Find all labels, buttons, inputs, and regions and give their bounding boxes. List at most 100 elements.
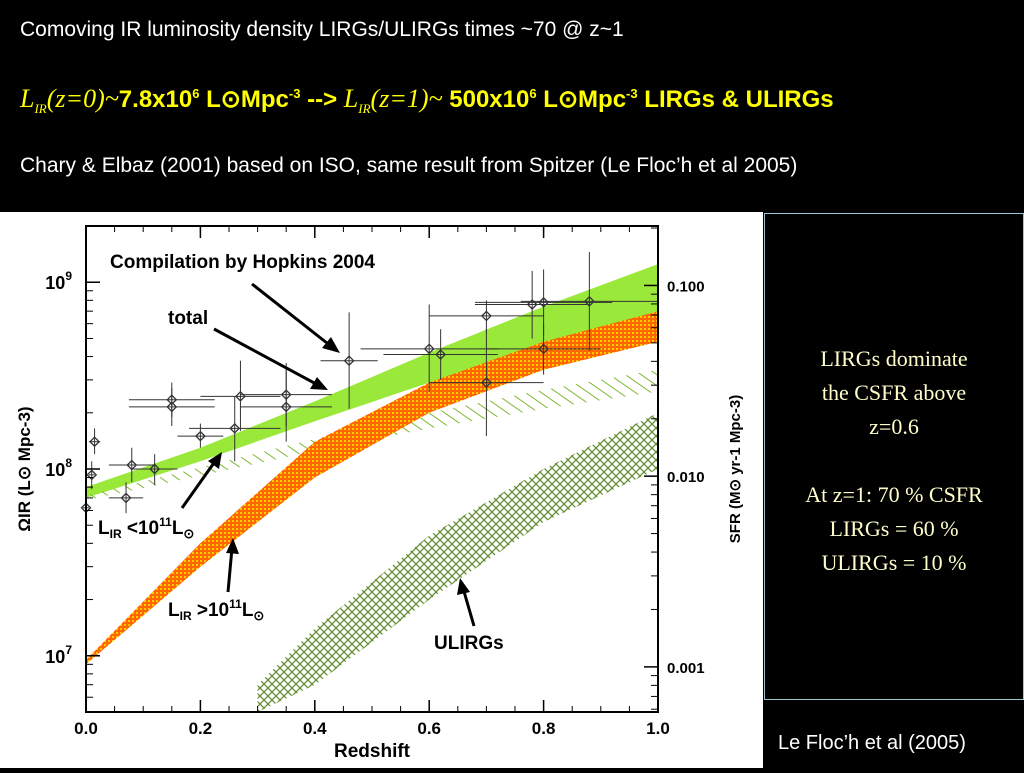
point-marker <box>166 394 178 406</box>
point-marker <box>194 430 206 442</box>
point-marker <box>480 310 492 322</box>
point-marker <box>538 343 550 355</box>
lirg-high-post: L <box>242 600 254 621</box>
data-point <box>240 362 332 426</box>
x-tick-label: 0.0 <box>74 719 98 738</box>
side-line-a1: LIRGs dominate <box>820 346 968 371</box>
side-panel: LIRGs dominate the CSFR above z=0.6 At z… <box>764 213 1024 700</box>
lirg-low-post: L <box>172 518 184 539</box>
annotation-lirg-high: LIR >1011L⊙ <box>168 597 264 623</box>
lirg-low-sub: IR <box>110 527 122 541</box>
side-line-a2: the CSFR above <box>821 380 967 405</box>
lum-value-z0: 7.8x10 <box>118 86 193 113</box>
arrow-lirg-low-head <box>208 452 222 469</box>
side-spacer <box>765 444 1023 478</box>
y-tick-label: 108 <box>45 456 72 480</box>
unit-mpc-2: Mpc <box>578 86 627 113</box>
point-marker <box>526 299 538 310</box>
unit-l-1: L <box>206 86 221 113</box>
unit-mpc-1: Mpc <box>240 86 289 113</box>
annotation-arrows <box>180 282 476 627</box>
side-line-b2: LIRGs = 60 % <box>829 516 959 541</box>
lir-sym-2: L <box>343 84 359 113</box>
lum-value-z1: 500x10 <box>442 86 530 113</box>
arrow-ulirgs-head <box>457 578 470 595</box>
data-point <box>360 304 498 392</box>
lirg-low-sup: 11 <box>159 515 172 529</box>
arrow-lirg-high-head <box>226 538 239 554</box>
point-marker <box>149 463 161 475</box>
x-tick-label: 1.0 <box>646 719 670 738</box>
lirg-high-sun: ⊙ <box>253 608 264 623</box>
axes-layer: 0.0 0.2 0.4 0.6 0.8 1.0 107 108 109 0.001 0.010 0.1… <box>45 225 705 738</box>
lir-symbol-1: LIR(z=0)~ <box>20 84 119 117</box>
lir-sub: IR <box>34 101 47 117</box>
lum-exp-z0: 6 <box>192 86 200 101</box>
side-line-b1: At z=1: 70 % CSFR <box>805 482 983 507</box>
unit-l-2: L <box>543 86 558 113</box>
side-line-a3: z=0.6 <box>869 414 919 439</box>
lir-sym: L <box>20 84 35 113</box>
data-point <box>177 423 224 448</box>
footer: Le Floc’h et al (2005) <box>764 700 1024 768</box>
sun-symbol-2: ⊙ <box>557 86 579 113</box>
lir-z0: (z=0)~ <box>46 84 119 113</box>
side-panel-text: LIRGs dominate the CSFR above z=0.6 At z… <box>765 342 1023 580</box>
lir-z1: (z=1)~ <box>370 84 443 113</box>
header-line-3: Chary & Elbaz (2001) based on ISO, same … <box>20 154 798 177</box>
arrow-total <box>213 327 319 387</box>
data-point <box>188 396 281 462</box>
data-point <box>131 454 178 486</box>
footer-citation: Le Floc’h et al (2005) <box>778 732 966 754</box>
y-right-tick-label: 0.100 <box>667 278 705 295</box>
annotation-compilation: Compilation by Hopkins 2004 <box>110 252 375 273</box>
point-marker <box>480 377 492 389</box>
unit-mpc-exp-2: -3 <box>626 86 638 101</box>
band-total <box>86 264 658 498</box>
y-tick-label: 107 <box>45 643 72 667</box>
arrow-total-head <box>310 377 328 390</box>
data-point <box>320 312 378 409</box>
annotation-total: total <box>168 308 208 329</box>
x-tick-label: 0.8 <box>532 719 556 738</box>
plot-panel: 0.0 0.2 0.4 0.6 0.8 1.0 107 108 109 0.001 0.010 0.1… <box>0 212 763 768</box>
data-point <box>86 461 98 490</box>
point-marker <box>86 469 98 481</box>
point-marker <box>229 422 241 434</box>
point-marker <box>120 492 132 504</box>
lirg-high-mid: >10 <box>192 600 230 621</box>
point-marker <box>435 349 447 360</box>
y-tick-label: 109 <box>45 269 72 293</box>
band-ulirgs <box>257 412 658 712</box>
lirg-high-sub: IR <box>180 609 192 623</box>
x-tick-label: 0.6 <box>417 719 441 738</box>
data-point <box>520 252 658 351</box>
data-point <box>88 428 101 455</box>
lirg-high-pre: L <box>168 600 180 621</box>
header-line-1: Comoving IR luminosity density LIRGs/ULI… <box>20 18 624 41</box>
point-marker <box>343 355 355 367</box>
lum-exp-z1: 6 <box>529 86 537 101</box>
y-right-axis-label: SFR (M⊙ yr-1 Mpc-3) <box>727 395 744 543</box>
arrow-compilation <box>251 282 333 349</box>
point-marker <box>583 295 595 307</box>
header-tail: LIRGs & ULIRGs <box>637 86 834 113</box>
lirg-low-sun: ⊙ <box>183 526 194 541</box>
y-axis-label: ΩIR (L⊙ Mpc-3) <box>15 406 34 531</box>
arrow-ulirgs <box>461 587 476 627</box>
bands-layer <box>86 264 658 712</box>
annotation-lirg-low: LIR <1011L⊙ <box>98 515 194 541</box>
data-point <box>429 329 544 437</box>
data-point <box>108 447 155 483</box>
header-line-2: LIR(z=0)~7.8x106 L⊙Mpc-3 --> LIR(z=1)~ 5… <box>20 84 834 117</box>
band-lirg-high <box>86 311 658 665</box>
point-marker <box>423 343 435 355</box>
data-point <box>108 482 144 514</box>
x-tick-label: 0.4 <box>303 719 327 738</box>
lirg-low-pre: L <box>98 518 110 539</box>
x-tick-label: 0.2 <box>189 719 213 738</box>
point-marker <box>89 436 100 448</box>
point-marker <box>126 459 138 471</box>
header: Comoving IR luminosity density LIRGs/ULI… <box>0 0 1024 212</box>
arrow-text: --> <box>300 86 344 113</box>
